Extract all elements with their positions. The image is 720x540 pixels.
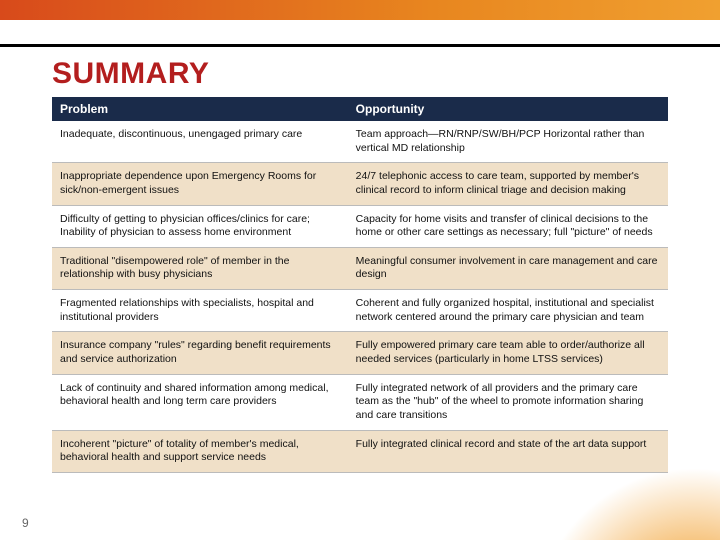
cell-problem: Insurance company "rules" regarding bene… [52,332,348,374]
content-area: SUMMARY Problem Opportunity Inadequate, … [0,47,720,473]
cell-problem: Fragmented relationships with specialist… [52,290,348,332]
table-row: Fragmented relationships with specialist… [52,290,668,332]
cell-problem: Lack of continuity and shared informatio… [52,374,348,430]
table-row: Incoherent "picture" of totality of memb… [52,430,668,472]
table-row: Inadequate, discontinuous, unengaged pri… [52,121,668,163]
cell-opportunity: 24/7 telephonic access to care team, sup… [348,163,668,205]
top-accent-bar [0,0,720,20]
cell-problem: Inappropriate dependence upon Emergency … [52,163,348,205]
cell-opportunity: Fully empowered primary care team able t… [348,332,668,374]
slide: SUMMARY Problem Opportunity Inadequate, … [0,0,720,540]
table-row: Insurance company "rules" regarding bene… [52,332,668,374]
cell-opportunity: Fully integrated network of all provider… [348,374,668,430]
table-row: Difficulty of getting to physician offic… [52,205,668,247]
table-row: Lack of continuity and shared informatio… [52,374,668,430]
table-row: Inappropriate dependence upon Emergency … [52,163,668,205]
cell-problem: Incoherent "picture" of totality of memb… [52,430,348,472]
cell-opportunity: Coherent and fully organized hospital, i… [348,290,668,332]
table-row: Traditional "disempowered role" of membe… [52,247,668,289]
page-title: SUMMARY [52,57,668,91]
header-problem: Problem [52,97,348,121]
cell-problem: Inadequate, discontinuous, unengaged pri… [52,121,348,163]
cell-problem: Difficulty of getting to physician offic… [52,205,348,247]
table-header-row: Problem Opportunity [52,97,668,121]
table-body: Inadequate, discontinuous, unengaged pri… [52,121,668,472]
cell-opportunity: Meaningful consumer involvement in care … [348,247,668,289]
summary-table: Problem Opportunity Inadequate, disconti… [52,97,668,473]
cell-opportunity: Fully integrated clinical record and sta… [348,430,668,472]
page-number: 9 [22,516,29,530]
cell-opportunity: Capacity for home visits and transfer of… [348,205,668,247]
cell-opportunity: Team approach—RN/RNP/SW/BH/PCP Horizonta… [348,121,668,163]
cell-problem: Traditional "disempowered role" of membe… [52,247,348,289]
header-opportunity: Opportunity [348,97,668,121]
